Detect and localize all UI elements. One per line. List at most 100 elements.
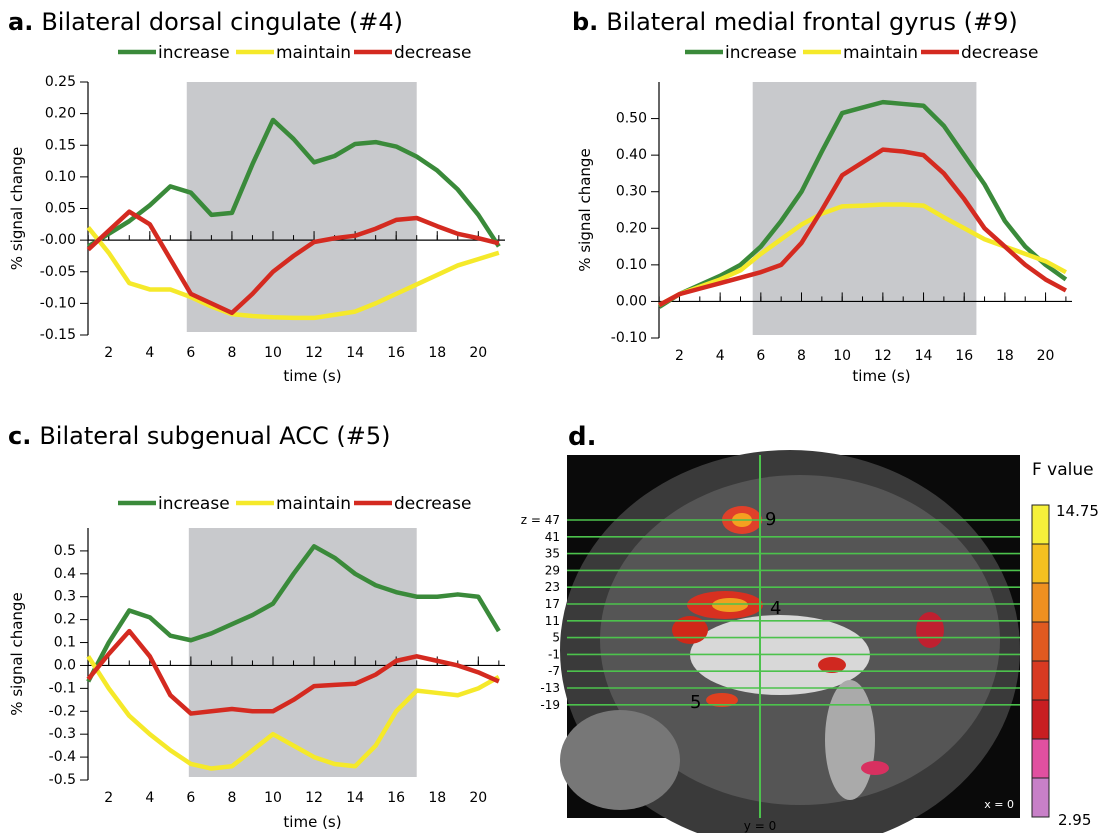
x-tick-label: 20	[1037, 348, 1055, 364]
colorbar-segment	[1031, 660, 1050, 701]
y-tick-label: 0.2	[54, 612, 76, 628]
series-line	[86, 209, 500, 316]
x-coord-label: x = 0	[984, 798, 1014, 811]
y-tick-label: -0.10	[40, 295, 76, 311]
y-tick-label: 0.10	[616, 257, 647, 273]
x-axis-label: time (s)	[283, 367, 341, 385]
panel-label: c.	[8, 422, 31, 450]
slice-label: -1	[548, 647, 560, 661]
colorbar-min: 2.95	[1058, 811, 1091, 829]
x-tick-label: 2	[104, 345, 113, 361]
x-tick-label: 8	[227, 345, 236, 361]
legend-label: decrease	[394, 494, 471, 514]
y-tick-label: 0.25	[45, 74, 76, 90]
x-tick-label: 4	[145, 790, 154, 806]
y-tick-label: 0.05	[45, 201, 76, 217]
blob	[861, 761, 889, 775]
y-tick-label: 0.15	[45, 137, 76, 153]
y-tick-label: 0.0	[54, 657, 76, 673]
x-tick-label: 12	[874, 348, 892, 364]
x-tick-label: 14	[915, 348, 933, 364]
x-tick-label: 8	[797, 348, 806, 364]
x-tick-label: 16	[387, 345, 405, 361]
brainstem	[825, 680, 875, 800]
series-line	[86, 226, 500, 321]
y-axis-label: % signal change	[8, 147, 26, 270]
stimulus-period	[186, 82, 417, 332]
x-tick-label: 6	[186, 790, 195, 806]
x-tick-label: 18	[428, 345, 446, 361]
x-tick-label: 18	[996, 348, 1014, 364]
y-tick-label: -0.3	[49, 726, 76, 742]
y-tick-label: -0.2	[49, 703, 76, 719]
title-text: Bilateral subgenual ACC (#5)	[39, 422, 390, 450]
x-tick-label: 8	[227, 790, 236, 806]
slice-label: 5	[552, 631, 560, 645]
slice-label: -19	[540, 698, 560, 712]
colorbar-segment	[1031, 582, 1050, 623]
y-tick-label: -0.00	[40, 232, 76, 248]
x-tick-label: 6	[756, 348, 765, 364]
legend-label: maintain	[276, 43, 351, 63]
colorbar-segment	[1031, 504, 1050, 545]
y-axis-label: % signal change	[576, 148, 594, 271]
y-tick-label: 0.20	[45, 106, 76, 122]
slice-label: 11	[545, 614, 560, 628]
stimulus-period	[188, 528, 417, 777]
slice-label: -13	[540, 681, 560, 695]
y-tick-label: 0.00	[616, 293, 647, 309]
colorbar-segment	[1031, 621, 1050, 662]
y-tick-label: -0.4	[49, 749, 76, 765]
y-tick-label: 0.5	[54, 543, 76, 559]
region-label: 5	[690, 692, 701, 713]
series-line	[86, 628, 500, 716]
title-text: Bilateral dorsal cingulate (#4)	[41, 8, 403, 36]
legend-label: maintain	[843, 43, 918, 63]
chart-title: b. Bilateral medial frontal gyrus (#9)	[572, 8, 1018, 36]
legend-label: decrease	[394, 43, 471, 63]
x-tick-label: 12	[305, 345, 323, 361]
region-label: 9	[765, 509, 776, 530]
slice-label: 17	[545, 597, 560, 611]
x-tick-label: 14	[346, 345, 364, 361]
legend-label: increase	[158, 494, 230, 514]
blob	[818, 657, 846, 673]
chart-title: c. Bilateral subgenual ACC (#5)	[8, 422, 391, 450]
panel-label: a.	[8, 8, 33, 36]
y-tick-label: 0.1	[54, 635, 76, 651]
x-tick-label: 6	[186, 345, 195, 361]
y-tick-label: -0.1	[49, 680, 76, 696]
x-tick-label: 2	[675, 348, 684, 364]
x-tick-label: 10	[264, 790, 282, 806]
series-line	[657, 99, 1068, 309]
chart-title: a. Bilateral dorsal cingulate (#4)	[8, 8, 403, 36]
y-tick-label: -0.05	[40, 264, 76, 280]
series-line	[658, 147, 1067, 308]
y-axis-label: % signal change	[8, 592, 26, 715]
blob	[706, 693, 738, 707]
x-tick-label: 12	[305, 790, 323, 806]
series-line	[658, 202, 1067, 308]
region-label: 4	[770, 598, 781, 619]
x-tick-label: 10	[264, 345, 282, 361]
x-tick-label: 4	[145, 345, 154, 361]
x-tick-label: 16	[955, 348, 973, 364]
slice-label: -7	[548, 664, 560, 678]
legend-label: maintain	[276, 494, 351, 514]
x-tick-label: 20	[469, 345, 487, 361]
x-axis-label: time (s)	[852, 367, 910, 385]
y-tick-label: 0.30	[616, 184, 647, 200]
brain-shadow	[560, 710, 680, 810]
x-tick-label: 14	[346, 790, 364, 806]
y-coord-label: y = 0	[744, 819, 776, 833]
colorbar-title: F value	[1032, 460, 1094, 480]
series-line	[86, 655, 500, 771]
y-tick-label: 0.20	[616, 220, 647, 236]
slice-label: 29	[545, 563, 560, 577]
panel-d: d. z = 47 41 35 29 23 17 11 5 -1 -7 -13 -19 9 4 5 x…	[521, 422, 1099, 837]
blob	[712, 598, 748, 612]
colorbar	[1031, 504, 1050, 818]
colorbar-segment	[1031, 777, 1050, 818]
x-axis-label: time (s)	[283, 813, 341, 831]
